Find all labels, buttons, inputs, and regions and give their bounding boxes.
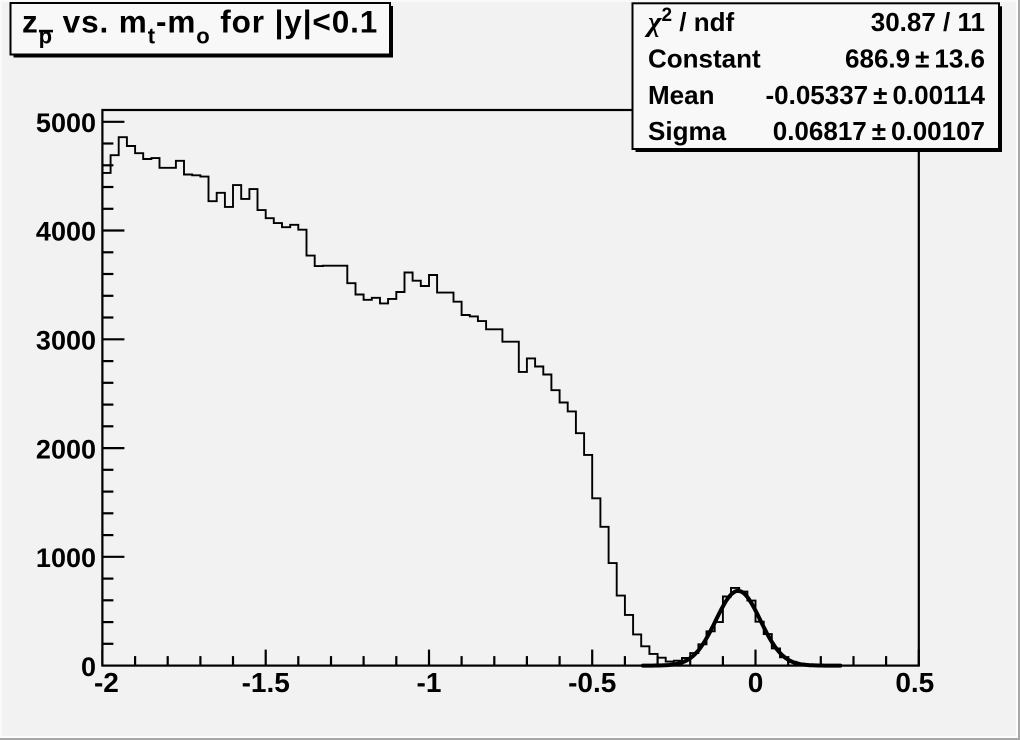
svg-text:4000: 4000 <box>36 217 96 247</box>
svg-text:Constant: Constant <box>648 43 761 73</box>
svg-text:Mean: Mean <box>648 80 714 110</box>
svg-text:2000: 2000 <box>36 434 96 464</box>
svg-text:30.87 / 11: 30.87 / 11 <box>871 7 985 37</box>
svg-text:0: 0 <box>81 652 96 682</box>
svg-text:-1.5: -1.5 <box>242 667 290 698</box>
svg-text:-0.05337±0.00114: -0.05337 ±0.00114 <box>766 80 986 110</box>
svg-text:686.9±13.6: 686.9 ±13.6 <box>845 43 985 73</box>
svg-text:0.5: 0.5 <box>895 667 934 698</box>
svg-text:5000: 5000 <box>36 108 96 138</box>
svg-text:3000: 3000 <box>36 326 96 356</box>
svg-text:-1: -1 <box>417 667 442 698</box>
svg-text:-0.5: -0.5 <box>568 667 616 698</box>
svg-text:0.06817±0.00107: 0.06817 ±0.00107 <box>773 116 985 146</box>
svg-text:χ2 / ndf: χ2 / ndf <box>644 5 734 38</box>
svg-text:0: 0 <box>748 667 764 698</box>
svg-text:-2: -2 <box>94 667 119 698</box>
svg-text:1000: 1000 <box>36 543 96 573</box>
svg-text:Sigma: Sigma <box>648 116 727 146</box>
